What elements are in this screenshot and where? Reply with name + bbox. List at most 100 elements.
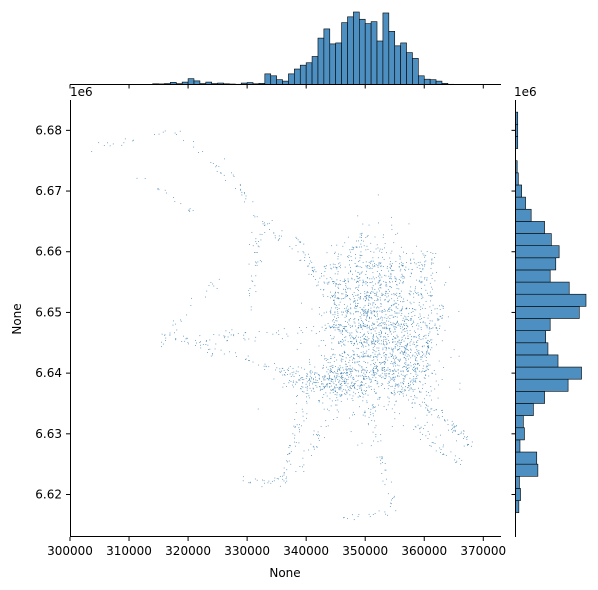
- scatter-point: [429, 353, 430, 355]
- scatter-point: [414, 336, 416, 338]
- scatter-point: [432, 272, 434, 274]
- scatter-point: [394, 392, 396, 393]
- scatter-point: [392, 358, 394, 359]
- scatter-point: [282, 374, 284, 376]
- marginal-x-bar: [359, 18, 366, 85]
- scatter-point: [377, 441, 379, 443]
- scatter-point: [362, 284, 363, 286]
- scatter-point: [415, 292, 417, 293]
- scatter-point: [350, 308, 352, 310]
- scatter-point: [422, 401, 423, 403]
- marginal-x-bar: [282, 80, 289, 85]
- scatter-point: [349, 359, 351, 361]
- scatter-point: [333, 360, 335, 362]
- scatter-point: [380, 284, 382, 286]
- scatter-point: [358, 319, 359, 321]
- scatter-point: [389, 328, 390, 330]
- scatter-point: [391, 263, 393, 265]
- scatter-point: [349, 298, 351, 299]
- scatter-point: [329, 326, 331, 328]
- scatter-point: [441, 304, 443, 306]
- scatter-point: [319, 385, 320, 387]
- scatter-point: [357, 385, 359, 387]
- scatter-point: [400, 296, 402, 298]
- scatter-point: [340, 284, 342, 285]
- scatter-point: [395, 307, 397, 309]
- scatter-point: [434, 442, 436, 444]
- scatter-point: [356, 305, 358, 306]
- scatter-point: [459, 388, 461, 390]
- scatter-point: [373, 293, 375, 294]
- scatter-point: [287, 335, 289, 337]
- scatter-point: [379, 310, 381, 312]
- scatter-point: [289, 365, 291, 367]
- scatter-point: [337, 311, 339, 313]
- scatter-point: [406, 369, 407, 370]
- scatter-point: [347, 321, 348, 323]
- scatter-point: [407, 338, 409, 339]
- scatter-point: [378, 280, 380, 282]
- scatter-point: [283, 472, 285, 473]
- scatter-point: [385, 314, 387, 316]
- scatter-point: [463, 445, 465, 447]
- scatter-point: [322, 402, 324, 404]
- scatter-point: [417, 294, 419, 296]
- scatter-point: [437, 333, 438, 335]
- scatter-point: [403, 276, 405, 277]
- scatter-point: [392, 377, 394, 378]
- scatter-point: [346, 296, 348, 297]
- scatter-point: [377, 194, 379, 196]
- scatter-point: [334, 354, 336, 356]
- scatter-point: [337, 328, 339, 330]
- scatter-point: [387, 369, 389, 371]
- scatter-point: [392, 363, 394, 365]
- scatter-point: [355, 304, 357, 306]
- scatter-point: [306, 402, 308, 404]
- scatter-point: [336, 317, 337, 319]
- scatter-point: [394, 393, 396, 395]
- scatter-point: [329, 311, 331, 312]
- scatter-point: [242, 476, 244, 478]
- scatter-point: [442, 446, 444, 448]
- scatter-point: [369, 327, 370, 329]
- scatter-point: [346, 305, 348, 307]
- scatter-point: [365, 375, 367, 377]
- scatter-point: [471, 441, 473, 443]
- scatter-point: [255, 252, 257, 253]
- scatter-point: [359, 395, 361, 397]
- marginal-y-bar: [515, 184, 522, 198]
- scatter-point: [361, 391, 363, 393]
- scatter-point: [399, 348, 401, 349]
- scatter-point: [379, 297, 381, 299]
- scatter-point: [387, 367, 389, 369]
- scatter-point: [399, 270, 401, 272]
- scatter-point: [334, 264, 336, 265]
- scatter-point: [367, 305, 369, 306]
- scatter-point: [344, 281, 345, 283]
- scatter-point: [431, 286, 432, 288]
- scatter-point: [169, 332, 171, 334]
- scatter-point: [385, 275, 387, 277]
- scatter-point: [423, 254, 425, 256]
- scatter-point: [384, 361, 385, 363]
- scatter-point: [345, 368, 347, 370]
- scatter-point: [336, 244, 338, 246]
- scatter-point: [302, 251, 304, 253]
- scatter-point: [254, 478, 256, 480]
- y-offset-label: 1e6: [70, 85, 93, 99]
- scatter-point: [414, 396, 416, 398]
- scatter-point: [454, 430, 456, 432]
- scatter-point: [162, 131, 164, 133]
- scatter-point: [329, 398, 331, 400]
- scatter-point: [385, 357, 387, 359]
- scatter-point: [427, 349, 428, 351]
- scatter-point: [369, 278, 371, 280]
- scatter-point: [395, 510, 397, 512]
- scatter-point: [418, 351, 420, 353]
- scatter-point: [309, 361, 310, 363]
- scatter-point: [402, 346, 404, 348]
- scatter-point: [338, 283, 340, 285]
- scatter-point: [368, 295, 370, 297]
- scatter-point: [326, 311, 327, 313]
- scatter-point: [418, 281, 420, 282]
